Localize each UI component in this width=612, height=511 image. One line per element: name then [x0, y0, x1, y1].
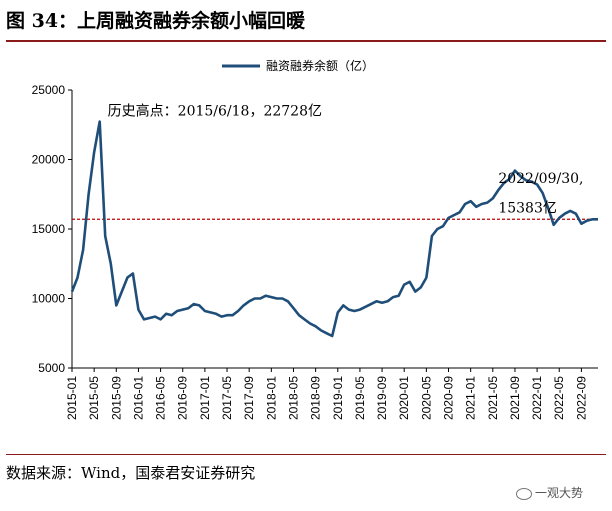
figure-title: 图 34：上周融资融券余额小幅回暖: [6, 10, 306, 32]
x-tick-label: 2019-09: [375, 376, 389, 420]
x-tick-label: 2022-09: [574, 376, 588, 420]
x-tick-label: 2022-05: [552, 376, 566, 420]
x-tick-label: 2016-01: [131, 376, 145, 420]
x-tick-label: 2017-09: [242, 376, 256, 420]
x-tick-label: 2021-09: [508, 376, 522, 420]
x-tick-label: 2019-01: [331, 376, 345, 420]
x-tick-label: 2021-01: [464, 376, 478, 420]
series-line-0: [70, 120, 598, 338]
annotation-2: 15383亿: [498, 200, 557, 216]
line-chart: 融资融券余额（亿） 5000 10000 15000 20000 25000 2015-…: [32, 58, 598, 420]
x-tick-label: 2020-05: [419, 376, 433, 420]
x-tick-label: 2018-01: [264, 376, 278, 420]
x-tick-label: 2021-05: [486, 376, 500, 420]
x-tick-label: 2016-05: [154, 376, 168, 420]
title-rule: [6, 40, 606, 42]
x-tick-label: 2015-01: [65, 376, 79, 420]
x-axis: 2015-01 2015-05 2015-09 2016-01 2016-05 2016-…: [65, 367, 598, 420]
x-tick-label: 2017-01: [198, 376, 212, 420]
x-tick-label: 2019-05: [353, 376, 367, 420]
x-tick-label: 2018-09: [309, 376, 323, 420]
x-tick-label: 2020-01: [397, 376, 411, 420]
x-tick-label: 2015-05: [87, 376, 101, 420]
x-tick-label: 2017-05: [220, 376, 234, 420]
watermark: 一观大势: [516, 484, 583, 501]
legend-label: 融资融券余额（亿）: [266, 58, 374, 73]
y-axis: 5000 10000 15000 20000 25000: [32, 83, 73, 375]
source-note: 数据来源：Wind，国泰君安证券研究: [6, 464, 256, 482]
y-tick-label: 15000: [32, 222, 66, 236]
annotation-0: 历史高点：2015/6/18，22728亿: [108, 103, 322, 120]
y-tick-label: 5000: [38, 361, 65, 375]
y-tick-label: 10000: [32, 292, 66, 306]
annotation-1: 2022/09/30,: [498, 171, 583, 187]
source-rule: [6, 454, 606, 455]
x-tick-label: 2018-05: [286, 376, 300, 420]
watermark-text: 一观大势: [535, 486, 584, 500]
x-tick-label: 2022-01: [530, 376, 544, 420]
wechat-icon: [516, 487, 532, 500]
x-tick-label: 2015-09: [109, 376, 123, 420]
x-tick-label: 2020-09: [442, 376, 456, 420]
y-tick-label: 20000: [32, 153, 66, 167]
x-tick-label: 2016-09: [176, 376, 190, 420]
series-layer: [70, 120, 598, 338]
legend: 融资融券余额（亿）: [222, 58, 374, 73]
annotation-layer: 历史高点：2015/6/18，22728亿 2022/09/30, 15383亿: [108, 103, 584, 217]
y-tick-label: 25000: [32, 83, 66, 97]
